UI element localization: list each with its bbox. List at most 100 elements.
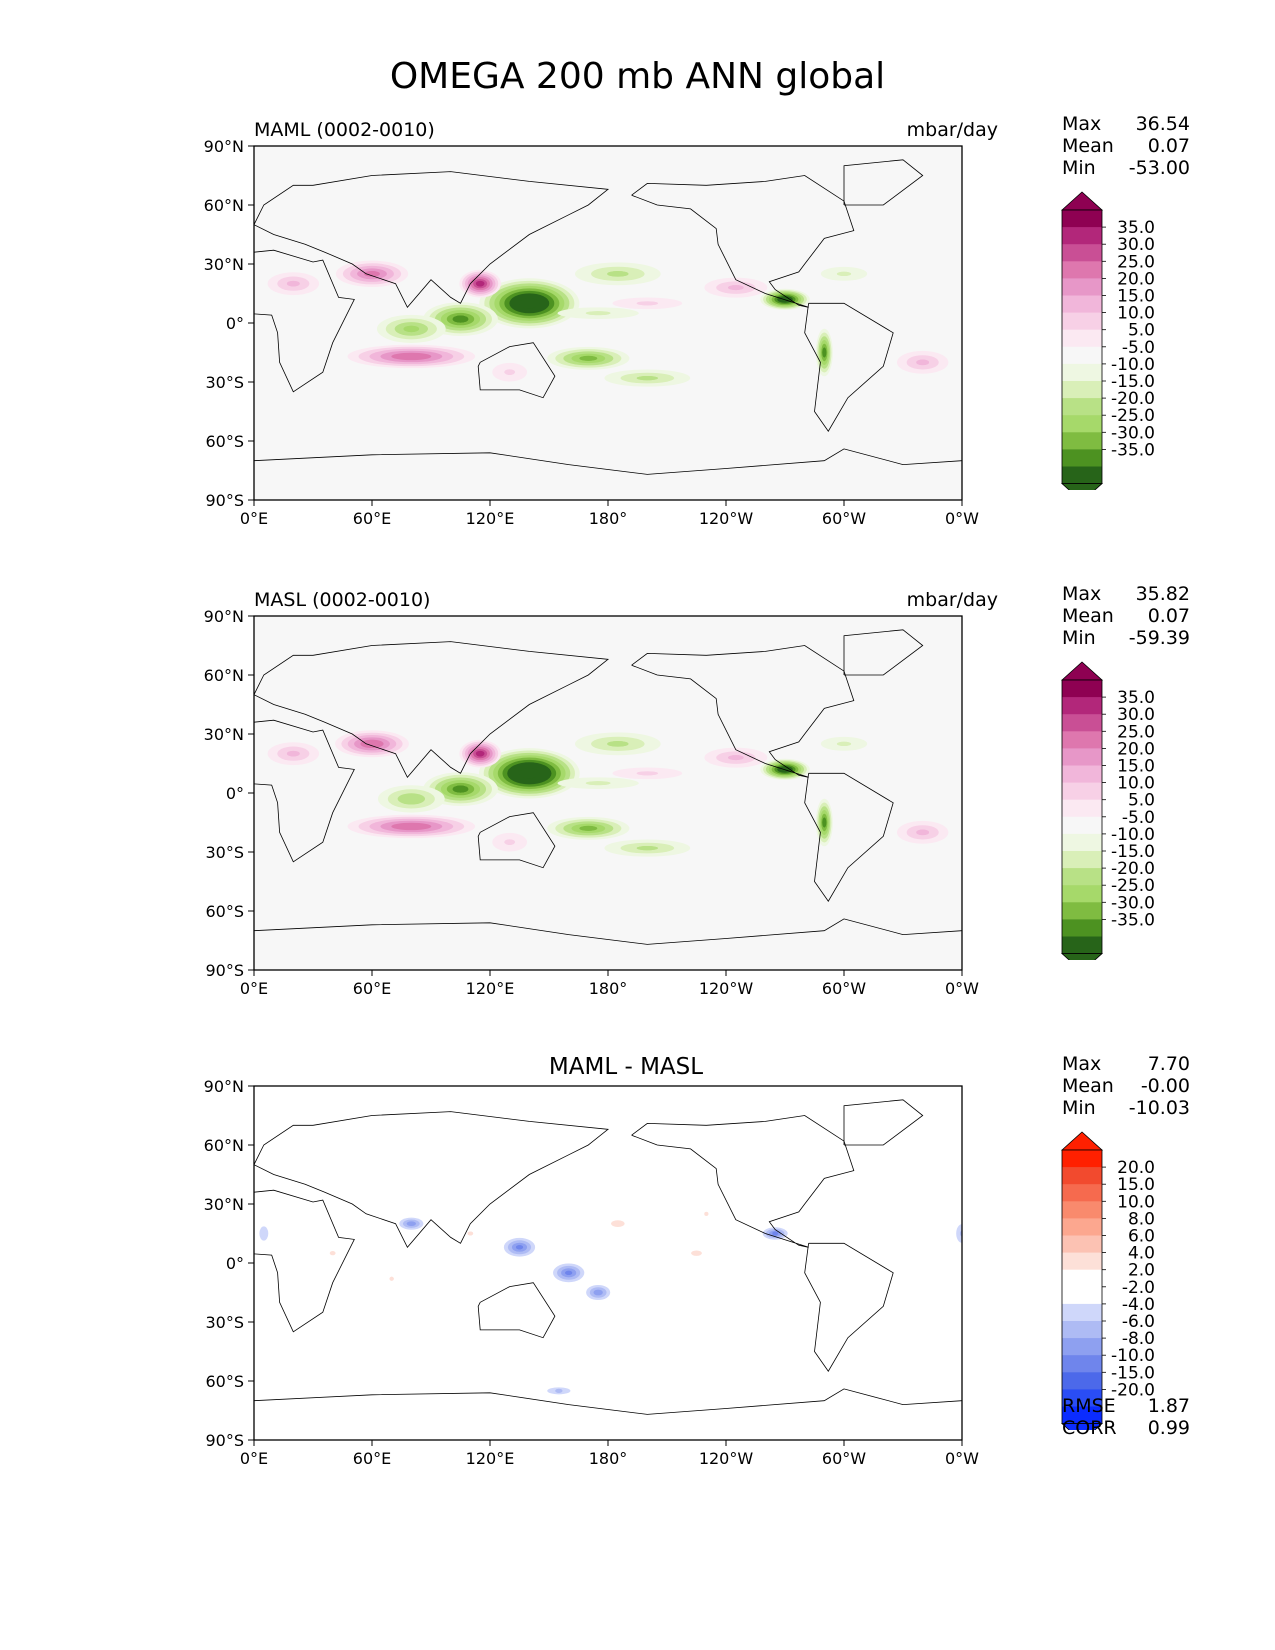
x-tick-label: 120°W xyxy=(699,509,754,528)
colorbar-extend-max xyxy=(1060,1131,1104,1151)
contour-fill xyxy=(832,1304,837,1309)
y-tick-label: 90°N xyxy=(204,607,244,626)
colorbar-tick-label: -5.0 xyxy=(1122,338,1155,358)
contour-fill xyxy=(585,781,611,786)
y-tick-label: 30°N xyxy=(204,1195,244,1214)
x-tick-label: 60°W xyxy=(822,1449,866,1468)
colorbar-tick-label: 20.0 xyxy=(1117,739,1155,759)
colorbar-segment xyxy=(1062,278,1102,296)
colorbar-segment xyxy=(1062,346,1102,365)
colorbar-segment xyxy=(1062,1355,1102,1373)
colorbar-segment xyxy=(1062,398,1102,416)
y-tick-label: 90°S xyxy=(205,1431,244,1450)
y-tick-label: 0° xyxy=(226,314,244,333)
colorbar-segment xyxy=(1062,1406,1102,1425)
colorbar-segment xyxy=(1062,1184,1102,1202)
x-tick-label: 0°W xyxy=(945,509,979,528)
contour-fill xyxy=(403,325,420,333)
x-tick-label: 120°E xyxy=(466,1449,515,1468)
y-tick-label: 30°S xyxy=(205,843,244,862)
colorbar-tick-label: 15.0 xyxy=(1117,287,1155,307)
contour-fill xyxy=(286,750,300,757)
colorbar-segment xyxy=(1062,851,1102,869)
score-value: 1.87 xyxy=(1147,1395,1190,1417)
stat-value: -59.39 xyxy=(1128,627,1190,649)
stat-label: Mean xyxy=(1062,1075,1114,1097)
coastline xyxy=(254,171,610,309)
contour-fill xyxy=(286,280,300,287)
contour-fill xyxy=(504,369,515,375)
y-tick-label: 60°S xyxy=(205,432,244,451)
y-tick-label: 90°S xyxy=(205,491,244,510)
contour-fill xyxy=(452,785,469,793)
coastline xyxy=(804,1242,894,1372)
colorbar-extend-min xyxy=(1060,953,1104,960)
contour-fill xyxy=(636,845,658,851)
colorbar-segment xyxy=(1062,1338,1102,1356)
colorbar: 20.015.010.08.06.04.02.0-2.0-4.0-6.0-8.0… xyxy=(1060,1131,1155,1430)
colorbar-tick-label: -25.0 xyxy=(1111,406,1155,426)
stat-value: 35.82 xyxy=(1135,583,1190,605)
x-tick-label: 0°W xyxy=(945,1449,979,1468)
colorbar-tick-label: -30.0 xyxy=(1111,893,1155,913)
stat-label: Mean xyxy=(1062,135,1114,157)
colorbar-tick-label: -10.0 xyxy=(1111,355,1155,375)
stat-value: -10.03 xyxy=(1128,1097,1190,1119)
stat-value: 7.70 xyxy=(1147,1053,1190,1075)
colorbar-segment xyxy=(1062,816,1102,835)
contour-fill xyxy=(261,1230,266,1237)
colorbar: 35.030.025.020.015.010.05.0-5.0-10.0-15.… xyxy=(1060,661,1155,960)
colorbar-segment xyxy=(1062,1218,1102,1236)
x-tick-label: 180° xyxy=(589,1449,628,1468)
figure-title: OMEGA 200 mb ANN global xyxy=(389,56,886,97)
panel-center-title: MAML - MASL xyxy=(548,1054,704,1080)
panel-left-title: MASL (0002-0010) xyxy=(254,589,431,611)
colorbar-segment xyxy=(1062,1201,1102,1219)
panel-units: mbar/day xyxy=(906,589,998,611)
colorbar-tick-label: -2.0 xyxy=(1122,1278,1155,1298)
coastline xyxy=(631,1115,855,1248)
coastline xyxy=(843,629,924,676)
y-tick-label: 30°S xyxy=(205,1313,244,1332)
x-tick-label: 120°E xyxy=(466,979,515,998)
colorbar-tick-label: -20.0 xyxy=(1111,389,1155,409)
contour-fill xyxy=(728,755,744,761)
x-tick-label: 60°E xyxy=(353,979,391,998)
contour-fill xyxy=(389,1276,394,1281)
y-tick-label: 60°S xyxy=(205,1372,244,1391)
colorbar-segment xyxy=(1062,919,1102,937)
colorbar-segment xyxy=(1062,782,1102,801)
x-tick-label: 60°W xyxy=(822,509,866,528)
colorbar-tick-label: -35.0 xyxy=(1111,440,1155,460)
colorbar-tick-label: -15.0 xyxy=(1111,372,1155,392)
colorbar-tick-label: 6.0 xyxy=(1128,1227,1155,1247)
map-plot: 0°E 60°E 120°E 180° 120°W 60°W 0°W 90°N 60°N 30°N… xyxy=(204,607,980,998)
stat-value: -53.00 xyxy=(1128,157,1190,179)
colorbar-tick-label: 20.0 xyxy=(1117,269,1155,289)
skill-scores: RMSE 1.87 CORR 0.99 xyxy=(1062,1395,1190,1439)
contour-fill xyxy=(452,315,469,323)
colorbar-extend-max xyxy=(1060,661,1104,681)
y-tick-label: 90°N xyxy=(204,1077,244,1096)
stats-box: Max 7.70 Mean -0.00 Min -10.03 xyxy=(1062,1053,1190,1119)
contour-fill xyxy=(555,1388,563,1393)
stat-label: Min xyxy=(1062,157,1096,179)
coastline xyxy=(254,1111,610,1249)
contour-fill xyxy=(446,1310,455,1315)
coastline xyxy=(477,1282,556,1339)
colorbar-tick-label: -4.0 xyxy=(1122,1295,1155,1315)
contour-fill xyxy=(822,817,827,828)
colorbar-tick-label: 25.0 xyxy=(1117,252,1155,272)
contour-fill xyxy=(595,1290,601,1295)
contour-fill xyxy=(636,301,658,306)
coastline xyxy=(843,1099,924,1146)
contour-fill xyxy=(772,1231,778,1236)
colorbar-segment xyxy=(1062,731,1102,749)
colorbar-segment xyxy=(1062,833,1102,852)
colorbar-tick-label: -25.0 xyxy=(1111,876,1155,896)
x-tick-label: 0°E xyxy=(240,1449,268,1468)
colorbar-segment xyxy=(1062,1303,1102,1322)
colorbar-segment xyxy=(1062,329,1102,348)
colorbar-tick-label: -5.0 xyxy=(1122,808,1155,828)
contour-fill xyxy=(585,311,611,316)
